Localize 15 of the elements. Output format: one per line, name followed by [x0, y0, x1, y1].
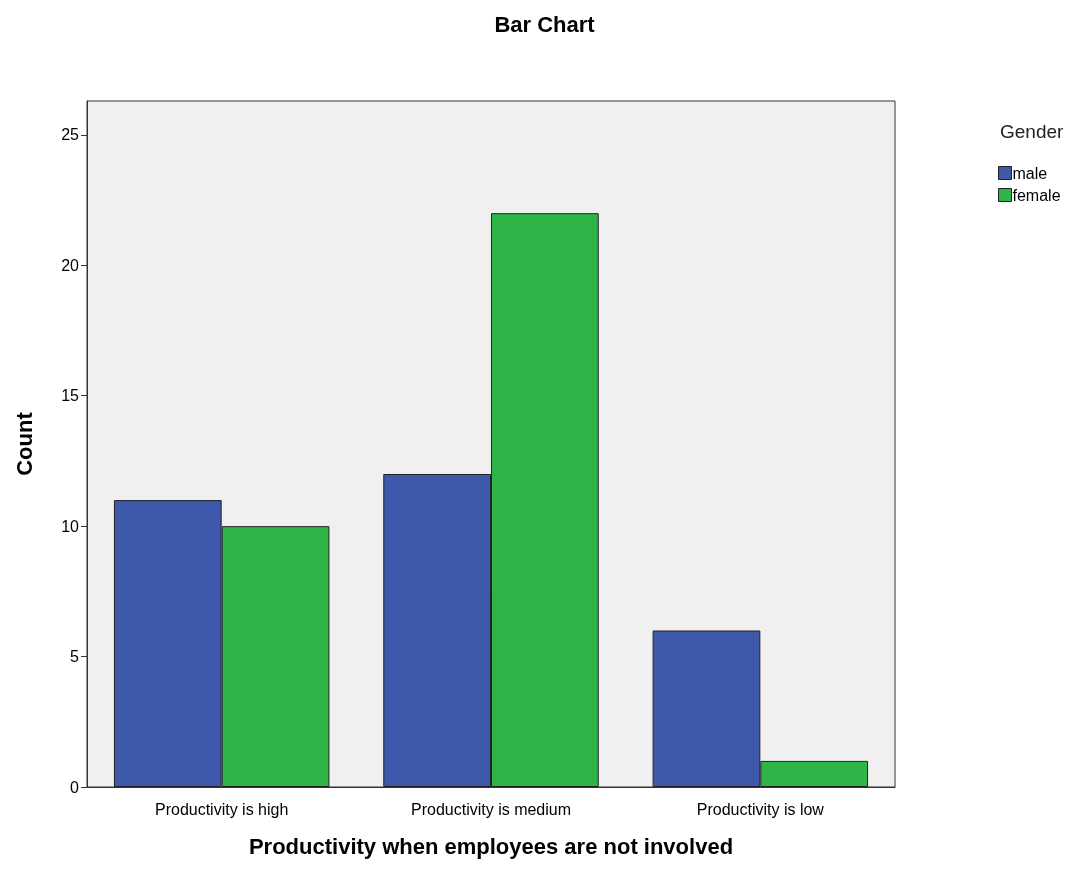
x-tick-label: Productivity is medium	[410, 800, 572, 818]
x-tick-label: Productivity is high	[154, 800, 289, 818]
legend-label: female	[1012, 186, 1061, 204]
x-axis-title: Productivity when employees are not involved	[248, 833, 734, 859]
y-axis-title: Count	[11, 411, 37, 476]
y-tick-label: 0	[70, 778, 80, 796]
y-tick-label: 5	[70, 648, 80, 666]
y-tick-label: 15	[61, 387, 80, 405]
chart-title: Bar Chart	[494, 11, 596, 37]
y-tick-label: 20	[61, 256, 80, 274]
y-tick-label: 25	[61, 126, 80, 144]
legend-label: male	[1012, 164, 1048, 182]
x-tick-label: Productivity is low	[696, 800, 825, 818]
y-tick-label: 10	[61, 517, 80, 535]
legend-title: Gender	[1000, 121, 1065, 142]
